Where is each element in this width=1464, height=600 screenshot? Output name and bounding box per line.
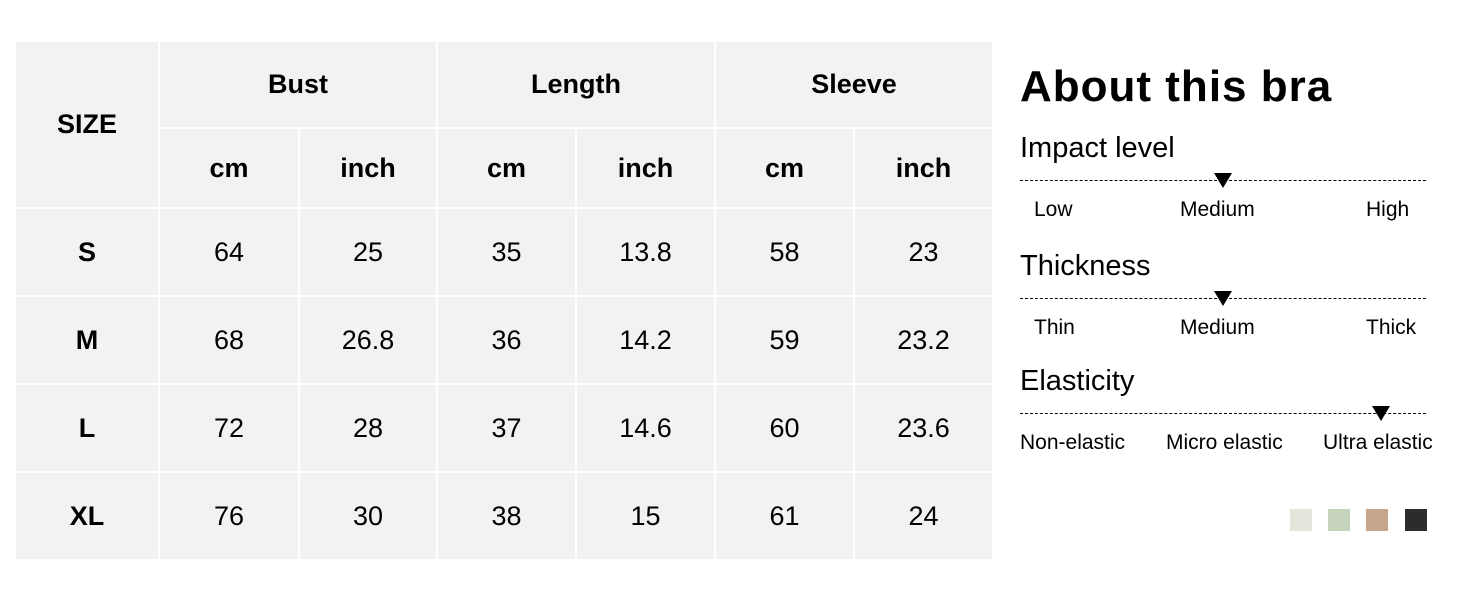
scale-line <box>1020 413 1426 414</box>
table-cell: 25 <box>300 209 436 295</box>
color-swatch[interactable] <box>1405 509 1427 531</box>
level-marker-icon <box>1214 291 1232 306</box>
color-swatch[interactable] <box>1328 509 1350 531</box>
scale-label: High <box>1366 198 1410 221</box>
size-header: SIZE <box>16 42 158 207</box>
scale-label: Medium <box>1180 316 1255 339</box>
group-header: Bust <box>160 42 436 127</box>
table-cell: 23 <box>855 209 992 295</box>
table-cell: 38 <box>438 473 575 559</box>
attribute-name: Elasticity <box>1020 365 1135 397</box>
table-cell: 30 <box>300 473 436 559</box>
unit-header: inch <box>577 129 714 207</box>
size-chart-table: SIZE Bust Length Sleeve cm inch cm inch cm inch S 6… <box>16 42 992 559</box>
table-cell: 26.8 <box>300 297 436 383</box>
table-cell: 15 <box>577 473 714 559</box>
table-cell: 72 <box>160 385 298 471</box>
table-cell: 35 <box>438 209 575 295</box>
scale-label: Ultra elastic <box>1323 431 1433 454</box>
scale-label: Low <box>1034 198 1073 221</box>
table-cell: 37 <box>438 385 575 471</box>
table-cell: 23.2 <box>855 297 992 383</box>
table-cell: 23.6 <box>855 385 992 471</box>
color-swatch[interactable] <box>1290 509 1312 531</box>
table-cell: 76 <box>160 473 298 559</box>
size-label: S <box>16 209 158 295</box>
table-cell: 14.6 <box>577 385 714 471</box>
scale-label: Thin <box>1034 316 1075 339</box>
group-header: Sleeve <box>716 42 992 127</box>
size-label: L <box>16 385 158 471</box>
level-marker-icon <box>1372 406 1391 421</box>
attribute-name: Impact level <box>1020 132 1175 164</box>
table-cell: 14.2 <box>577 297 714 383</box>
scale-label: Thick <box>1366 316 1417 339</box>
table-cell: 28 <box>300 385 436 471</box>
table-cell: 13.8 <box>577 209 714 295</box>
table-cell: 61 <box>716 473 853 559</box>
size-label: XL <box>16 473 158 559</box>
table-cell: 24 <box>855 473 992 559</box>
attribute-thickness: Thickness Thin Medium Thick <box>1020 250 1450 339</box>
unit-header: cm <box>160 129 298 207</box>
unit-header: inch <box>855 129 992 207</box>
color-swatch[interactable] <box>1366 509 1388 531</box>
attribute-impact-level: Impact level Low Medium High <box>1020 132 1450 221</box>
unit-header: cm <box>438 129 575 207</box>
unit-header: inch <box>300 129 436 207</box>
table-cell: 64 <box>160 209 298 295</box>
scale-label: Medium <box>1180 198 1255 221</box>
group-header: Length <box>438 42 714 127</box>
table-cell: 59 <box>716 297 853 383</box>
scale-label: Non-elastic <box>1020 431 1126 454</box>
unit-header: cm <box>716 129 853 207</box>
size-label: M <box>16 297 158 383</box>
about-title: About this bra <box>1020 62 1333 111</box>
table-cell: 58 <box>716 209 853 295</box>
scale-label: Micro elastic <box>1166 431 1283 454</box>
level-marker-icon <box>1214 173 1232 188</box>
attribute-elasticity: Elasticity Non-elastic Micro elastic Ultra… <box>1020 365 1450 454</box>
table-cell: 68 <box>160 297 298 383</box>
attribute-name: Thickness <box>1020 250 1151 282</box>
table-cell: 36 <box>438 297 575 383</box>
table-cell: 60 <box>716 385 853 471</box>
